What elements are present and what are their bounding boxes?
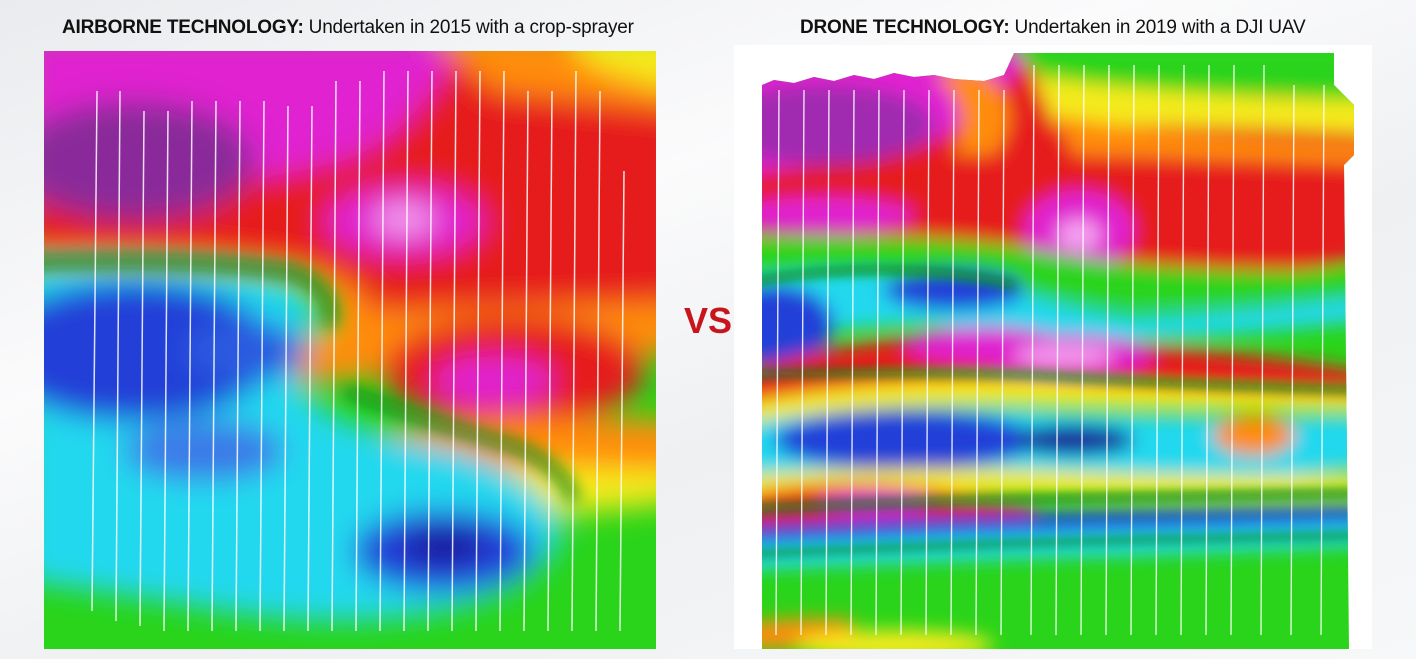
airborne-caption-text: Undertaken in 2015 with a crop-sprayer [303,17,634,38]
versus-label: VS [684,300,733,341]
airborne-map-image [44,51,656,649]
drone-caption-bold: DRONE TECHNOLOGY: [800,17,1010,38]
airborne-caption-bold: AIRBORNE TECHNOLOGY: [62,17,304,38]
drone-map-image [762,53,1354,649]
airborne-flight-lines [91,70,625,632]
airborne-survey-map [44,51,656,649]
drone-flight-lines [775,64,1325,636]
airborne-caption: AIRBORNE TECHNOLOGY: Undertaken in 2015 … [62,17,634,39]
drone-caption-text: Undertaken in 2019 with a DJI UAV [1009,17,1306,38]
drone-caption: DRONE TECHNOLOGY: Undertaken in 2019 wit… [800,17,1306,39]
drone-survey-map [734,45,1372,649]
